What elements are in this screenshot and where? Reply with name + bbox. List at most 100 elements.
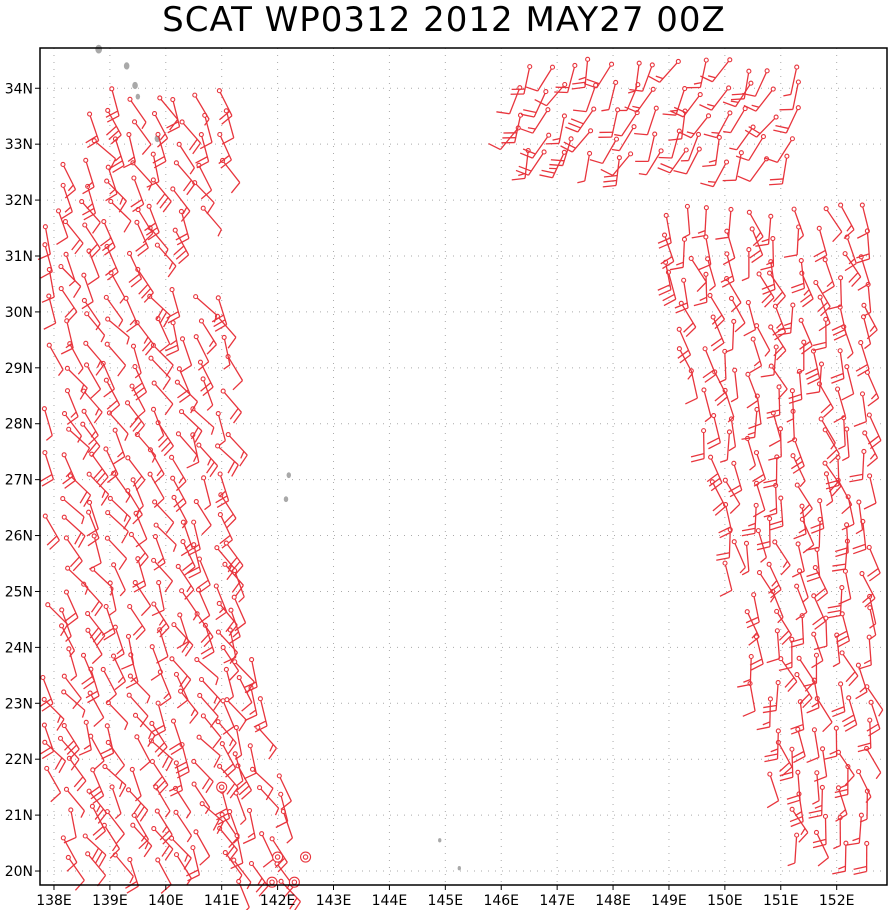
wind-barb [810,498,825,534]
wind-barb [707,292,726,330]
wind-barb [834,522,850,558]
wind-barb [196,734,221,768]
wind-barb [215,411,226,446]
wind-barb [87,690,105,727]
wind-barb [577,150,593,184]
wind-barb [808,784,825,819]
wind-barb [803,652,820,687]
wind-barb [762,680,781,714]
wind-barb [78,719,92,756]
wind-barb [775,739,793,777]
wind-barb [794,583,808,621]
wind-barb [744,114,779,138]
wind-barb [813,615,829,651]
wind-barb [85,627,103,665]
wind-barb [515,149,547,176]
wind-barb [835,785,848,822]
wind-barb [232,568,245,603]
x-tick-label: 145E [428,893,464,909]
wind-barb [796,655,816,692]
wind-barb [61,689,86,718]
wind-barb [269,836,288,873]
wind-barb [831,304,847,341]
wind-barb [718,348,728,384]
wind-barb [170,475,187,513]
wind-barb [839,650,859,687]
wind-barb [766,628,781,664]
wind-barb [233,724,243,760]
wind-barb [779,746,795,782]
wind-barb [598,107,621,138]
wind-barb [86,509,100,547]
wind-barb [201,475,212,511]
wind-barb [602,155,622,188]
x-tick-label: 141E [204,893,240,909]
wind-barb [107,495,132,530]
wind-barb [709,479,726,516]
wind-barb [176,366,191,403]
wind-barb [635,131,658,163]
map-title: SCAT WP0312 2012 MAY27 00Z [162,0,726,40]
wind-barb [152,131,167,169]
wind-barb [88,767,105,804]
wind-barb [745,592,760,629]
wind-barb [173,809,193,843]
wind-barb [111,562,126,597]
wind-barb [519,107,551,134]
wind-barb [822,257,835,294]
wind-barb [866,412,882,450]
wind-barb [106,410,129,441]
wind-barb [64,388,79,425]
wind-barb [560,128,594,153]
wind-barb [219,741,237,778]
wind-barb [822,427,840,464]
wind-barb [703,110,733,139]
wind-barb [768,324,787,361]
map-frame [39,47,888,886]
wind-barb [786,769,801,805]
wind-barb [125,488,143,525]
wind-barb [42,739,67,774]
wind-barb [58,286,78,323]
wind-barb [57,735,80,771]
wind-barb [197,692,219,728]
x-tick-label: 147E [539,893,575,909]
wind-barb [755,528,768,563]
wind-barb [215,443,239,477]
wind-barb [752,480,766,518]
wind-barb [259,831,275,868]
wind-barb [186,845,201,882]
wind-barb [217,131,232,169]
wind-barb [763,454,780,489]
wind-barb [108,270,126,304]
wind-barb [175,431,198,463]
wind-barb [600,151,634,176]
wind-barb [749,336,763,374]
wind-barb [110,653,127,691]
wind-barb [223,627,237,664]
x-tick-label: 149E [651,893,687,909]
wind-barb [223,540,244,577]
wind-barb [634,105,659,136]
wind-barb [760,344,779,378]
wind-barb [831,681,846,718]
wind-barb [63,807,77,844]
wind-barb [855,662,868,700]
wind-barb [195,131,210,169]
wind-barb [190,406,215,435]
wind-barb [199,801,224,835]
wind-barb [227,809,240,844]
wind-barb [151,601,170,638]
wind-barb [715,206,734,240]
wind-barb [756,271,775,308]
wind-barb [130,343,142,379]
wind-barb [741,540,750,576]
wind-barb [171,622,194,657]
wind-barb [741,502,759,537]
wind-barb [823,725,839,760]
wind-barb [760,235,776,271]
wind-barb [128,531,149,568]
wind-barb [838,202,855,240]
wind-barb [129,766,142,802]
wind-barb [193,829,211,866]
